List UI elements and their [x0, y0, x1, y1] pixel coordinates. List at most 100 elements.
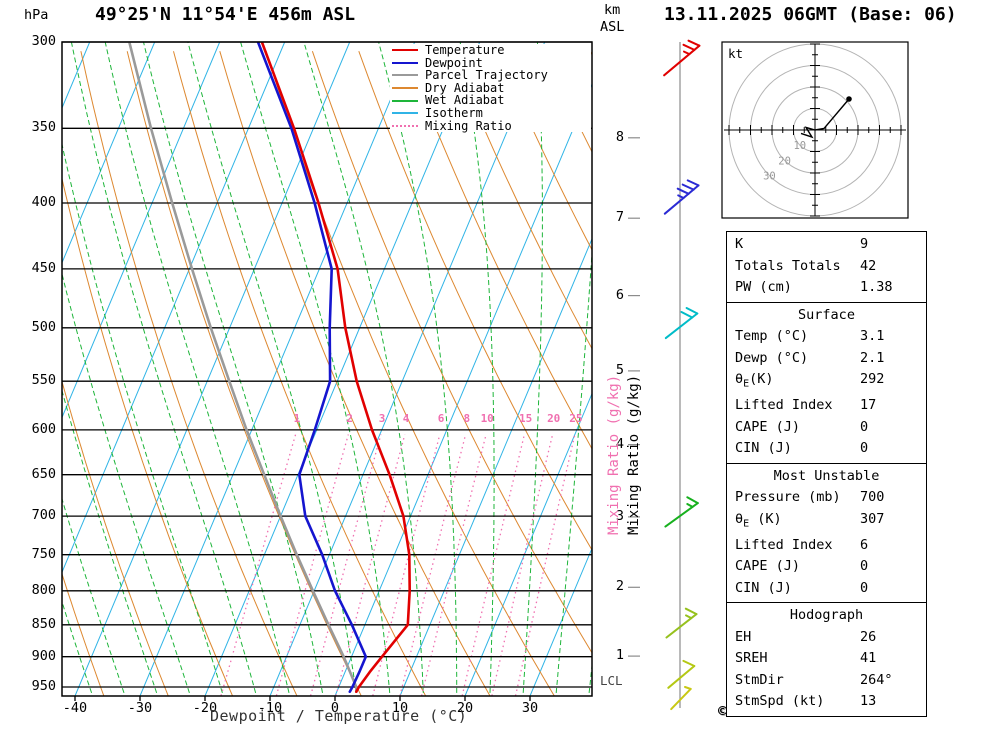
parcel-trajectory-curve — [128, 42, 358, 693]
km-tick-label: 6 — [615, 287, 624, 303]
row-label: StmSpd (kt) — [735, 693, 825, 710]
legend-label: Wet Adiabat — [425, 93, 505, 108]
km-tick-label: 2 — [615, 578, 624, 594]
parcel-line-swatch — [392, 74, 418, 77]
row-value: 42 — [860, 257, 877, 274]
wind-barb — [670, 686, 692, 711]
run-datetime-title: 13.11.2025 06GMT (Base: 06) — [664, 4, 957, 25]
table-section-title: Hodograph — [789, 607, 864, 624]
pressure-tick-label: 400 — [31, 194, 56, 210]
row-label: θE (K) — [735, 510, 782, 530]
legend-item: Mixing Ratio — [390, 119, 591, 133]
pressure-tick-label: 900 — [31, 648, 56, 664]
mixing-ratio-value-label: 20 — [547, 412, 560, 425]
row-label: PW (cm) — [735, 279, 792, 295]
row-value: 6 — [860, 536, 869, 553]
table-row: Lifted Index 6 — [727, 535, 926, 557]
mixing-ratio-value-label: 1 — [294, 412, 301, 425]
row-label: SREH — [735, 650, 768, 667]
row-label: Lifted Index — [735, 536, 833, 553]
hodograph-ring-label: 30 — [763, 171, 776, 183]
mixing-ratio-value-label: 4 — [403, 412, 410, 425]
table-row: StmSpd (kt) 13 — [727, 691, 926, 713]
pressure-axis-unit: hPa — [24, 7, 49, 23]
row-label: CAPE (J) — [735, 558, 801, 575]
pressure-tick-label: 850 — [31, 616, 56, 632]
pressure-tick-label: 600 — [31, 421, 56, 437]
hodograph-trace — [800, 98, 850, 139]
table-section-title: Surface — [798, 306, 855, 323]
row-label: Totals Totals — [735, 257, 841, 274]
legend: Temperature Dewpoint Parcel Trajectory Dry … — [390, 44, 591, 133]
x-axis-label: Dewpoint / Temperature (°C) — [210, 707, 468, 725]
table-row: CAPE (J) 0 — [727, 556, 926, 578]
legend-item: Dry Adiabat — [390, 82, 591, 95]
row-value: 0 — [860, 418, 869, 435]
pressure-tick-label: 700 — [31, 507, 56, 523]
temperature-tick-label: 0 — [330, 700, 340, 716]
row-value: 264° — [860, 671, 893, 688]
mixing-ratio-axis-label: Mixing Ratio (g/kg) — [626, 374, 642, 536]
table-row: CIN (J) 0 — [727, 438, 926, 460]
mixing-ratio-value-label: 2 — [346, 412, 353, 425]
row-value: 9 — [860, 236, 869, 252]
pressure-gridlines — [62, 41, 592, 688]
table-row: StmDir 264° — [727, 670, 926, 692]
temperature-tick-label: -20 — [192, 700, 218, 716]
dry_adiabat-line-swatch — [392, 87, 418, 90]
wind-barb — [663, 39, 701, 77]
legend-item: Temperature — [390, 44, 591, 57]
mixing_ratio-line-swatch — [392, 124, 418, 127]
table-row: Pressure (mb) 700 — [727, 487, 926, 509]
km-tick-label: 4 — [615, 436, 624, 452]
km-tick-label: 8 — [615, 129, 624, 145]
row-label: CIN (J) — [735, 440, 792, 457]
lcl-marker-label: LCL — [600, 673, 623, 688]
table-section-hodograph: Hodograph EH 26 SREH 41 StmDir 264° StmSpd (kt)… — [726, 602, 927, 717]
station-title: 49°25'N 11°54'E 456m ASL — [95, 4, 356, 25]
pressure-tick-label: 500 — [31, 319, 56, 335]
wet_adiabat-line-swatch — [392, 99, 418, 102]
wind-barbs — [663, 39, 701, 711]
temperature-tick-label: -40 — [62, 700, 88, 716]
temperature-tick-label: 30 — [521, 700, 539, 716]
row-value: 292 — [860, 371, 885, 387]
row-value: 2.1 — [860, 349, 885, 366]
table-row: CAPE (J) 0 — [727, 417, 926, 439]
legend-item: Isotherm — [390, 107, 591, 120]
hodograph-border — [721, 41, 909, 219]
table-row: SREH 41 — [727, 648, 926, 670]
row-value: 0 — [860, 558, 869, 575]
dewpoint-curve — [256, 42, 368, 693]
row-value: 1.38 — [860, 279, 893, 295]
pressure-tick-label: 350 — [31, 119, 56, 135]
row-label: Pressure (mb) — [735, 489, 841, 506]
row-label: Lifted Index — [735, 397, 833, 414]
table-row: PW (cm) 1.38 — [727, 277, 926, 299]
legend-item: Dewpoint — [390, 56, 591, 70]
pressure-tick-label: 800 — [31, 582, 56, 598]
dewpoint-line-swatch — [392, 61, 418, 64]
row-value: 700 — [860, 489, 885, 506]
mixing-ratio-axis-label-pink: Mixing Ratio (g/kg) — [606, 374, 622, 536]
row-value: 13 — [860, 693, 877, 710]
legend-label: Temperature — [425, 43, 505, 57]
km-tick-label: 5 — [615, 362, 624, 378]
skewt-background-lines: 1 2 3 4 6 8 10 15 20 25 — [62, 42, 592, 696]
isotherm-line-swatch — [392, 112, 418, 115]
hodograph-storm-motion-dot — [846, 96, 852, 102]
row-value: 26 — [860, 628, 877, 645]
legend-label: Dry Adiabat — [425, 80, 505, 95]
km-axis-unit: km — [604, 2, 621, 18]
mixing-ratio-value-label: 15 — [519, 412, 532, 425]
table-row: Dewp (°C) 2.1 — [727, 348, 926, 370]
table-row: Lifted Index 17 — [727, 395, 926, 417]
pressure-tick-label: 450 — [31, 260, 56, 276]
table-row: EH 26 — [727, 627, 926, 649]
temperature-tick-label: -10 — [257, 700, 283, 716]
row-label: StmDir — [735, 671, 784, 688]
